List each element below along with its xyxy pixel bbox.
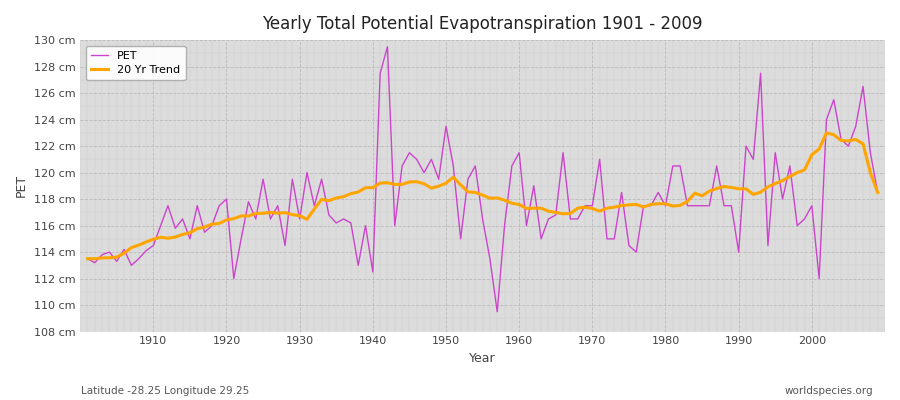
20 Yr Trend <box>507 201 517 206</box>
20 Yr Trend <box>140 240 151 244</box>
Y-axis label: PET: PET <box>15 174 28 198</box>
PET <box>616 190 627 195</box>
Text: Latitude -28.25 Longitude 29.25: Latitude -28.25 Longitude 29.25 <box>81 386 249 396</box>
PET <box>521 223 532 228</box>
PET <box>491 309 502 314</box>
20 Yr Trend <box>346 191 356 196</box>
20 Yr Trend <box>302 217 312 222</box>
20 Yr Trend <box>872 190 883 195</box>
20 Yr Trend <box>82 256 93 261</box>
20 Yr Trend <box>514 202 525 207</box>
20 Yr Trend <box>821 130 832 135</box>
PET <box>302 170 312 175</box>
PET <box>382 44 393 49</box>
Line: 20 Yr Trend: 20 Yr Trend <box>87 133 878 259</box>
PET <box>528 184 539 188</box>
Title: Yearly Total Potential Evapotranspiration 1901 - 2009: Yearly Total Potential Evapotranspiratio… <box>262 15 703 33</box>
PET <box>346 220 356 225</box>
PET <box>140 248 151 253</box>
PET <box>872 190 883 195</box>
PET <box>82 256 93 261</box>
Text: worldspecies.org: worldspecies.org <box>785 386 873 396</box>
20 Yr Trend <box>601 206 612 210</box>
X-axis label: Year: Year <box>469 352 496 365</box>
Legend: PET, 20 Yr Trend: PET, 20 Yr Trend <box>86 46 185 80</box>
Line: PET: PET <box>87 47 878 312</box>
